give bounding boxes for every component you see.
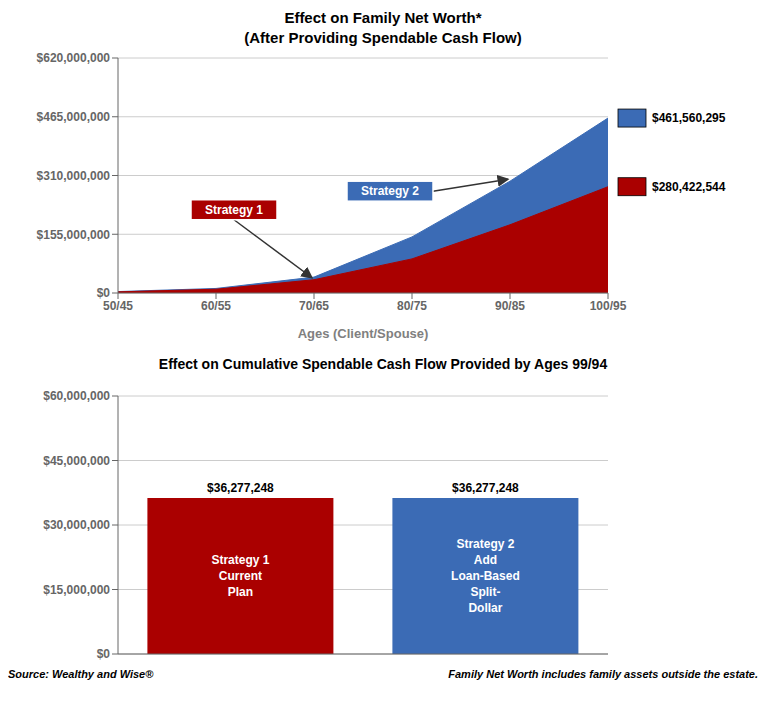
svg-text:Ages (Client/Spouse): Ages (Client/Spouse) xyxy=(298,326,429,341)
svg-text:50/45: 50/45 xyxy=(103,299,133,313)
html-text:(After Providing Spendable Cas: (After Providing Spendable Cash Flow) xyxy=(244,29,522,46)
svg-text:60/55: 60/55 xyxy=(201,299,231,313)
svg-text:$15,000,000: $15,000,000 xyxy=(43,583,110,597)
svg-text:70/65: 70/65 xyxy=(299,299,329,313)
html-text:Effect on Family Net Worth*: Effect on Family Net Worth* xyxy=(284,9,482,26)
svg-text:$0: $0 xyxy=(97,647,111,661)
html-text:Effect on Cumulative Spendable: Effect on Cumulative Spendable Cash Flow… xyxy=(158,356,608,372)
svg-text:80/75: 80/75 xyxy=(397,299,427,313)
html-text:Source: Wealthy and Wise®: Source: Wealthy and Wise® xyxy=(8,668,154,680)
svg-text:$620,000,000: $620,000,000 xyxy=(37,51,111,65)
svg-text:$465,000,000: $465,000,000 xyxy=(37,110,111,124)
svg-text:100/95: 100/95 xyxy=(590,299,627,313)
svg-text:$45,000,000: $45,000,000 xyxy=(43,454,110,468)
svg-text:$280,422,544: $280,422,544 xyxy=(652,180,726,194)
svg-text:$310,000,000: $310,000,000 xyxy=(37,169,111,183)
svg-text:$36,277,248: $36,277,248 xyxy=(452,481,519,495)
svg-text:$30,000,000: $30,000,000 xyxy=(43,518,110,532)
svg-text:$36,277,248: $36,277,248 xyxy=(207,481,274,495)
svg-text:$0: $0 xyxy=(97,286,111,300)
svg-text:$60,000,000: $60,000,000 xyxy=(43,389,110,403)
svg-text:Strategy 1CurrentPlan: Strategy 1CurrentPlan xyxy=(211,553,269,599)
svg-text:$155,000,000: $155,000,000 xyxy=(37,228,111,242)
svg-text:Strategy 2AddLoan-BasedSplit-D: Strategy 2AddLoan-BasedSplit-Dollar xyxy=(451,537,520,615)
html-text:Family Net Worth includes fami: Family Net Worth includes family assets … xyxy=(448,668,758,680)
svg-text:Strategy 1: Strategy 1 xyxy=(205,203,263,217)
svg-text:90/85: 90/85 xyxy=(495,299,525,313)
svg-text:$461,560,295: $461,560,295 xyxy=(652,111,726,125)
svg-text:Strategy 2: Strategy 2 xyxy=(361,184,419,198)
